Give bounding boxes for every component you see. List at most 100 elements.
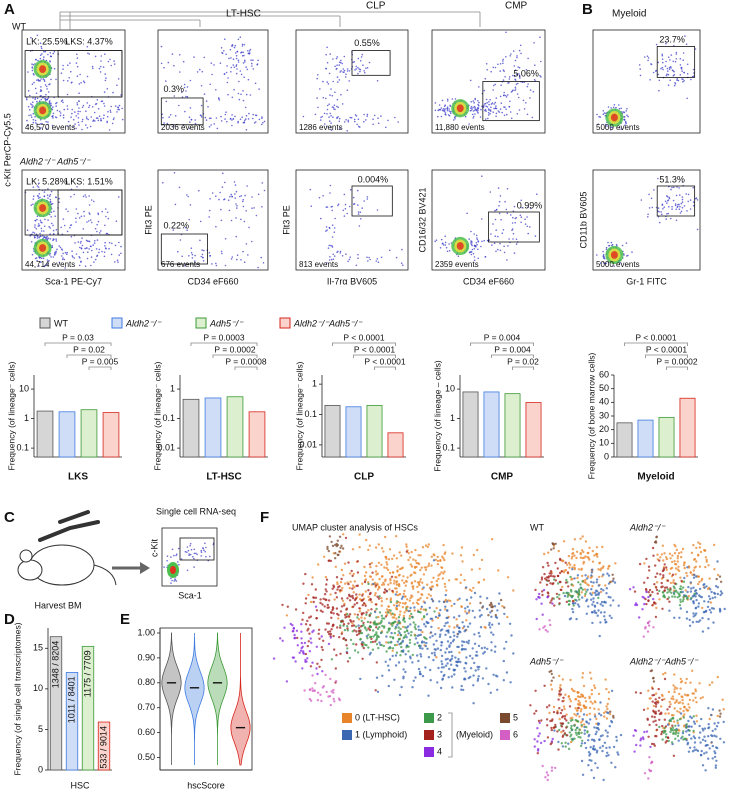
dot: [386, 563, 389, 566]
dot: [409, 634, 413, 637]
dot: [669, 727, 673, 731]
dot: [117, 108, 119, 111]
dot: [671, 69, 674, 71]
dot: [171, 53, 174, 55]
dot: [722, 720, 725, 724]
y-tick-label: 0.1: [16, 442, 29, 452]
dot: [248, 226, 250, 229]
dot: [382, 550, 385, 553]
dot: [49, 233, 51, 235]
dot: [679, 707, 682, 710]
dot: [355, 643, 358, 646]
bar: [81, 645, 95, 771]
dot: [471, 657, 474, 660]
dot: [421, 640, 424, 643]
dot: [490, 233, 492, 235]
dot: [376, 572, 379, 575]
dot: [166, 560, 168, 562]
dot: [717, 721, 720, 724]
dot: [304, 652, 308, 656]
dot: [577, 595, 580, 599]
dot: [559, 722, 562, 725]
dot: [61, 249, 64, 251]
dot: [172, 229, 175, 231]
dot: [568, 566, 571, 569]
dot: [219, 62, 222, 64]
dot: [47, 262, 49, 265]
dot: [67, 125, 69, 128]
dot: [326, 104, 329, 107]
dot: [173, 580, 175, 582]
dot: [235, 55, 238, 57]
dot: [78, 83, 81, 85]
dot: [714, 766, 717, 769]
dot: [54, 215, 56, 217]
dot: [408, 641, 412, 644]
dot: [539, 74, 541, 77]
dot: [452, 119, 455, 121]
dot: [474, 106, 476, 109]
dot: [575, 733, 578, 736]
dot: [697, 554, 700, 557]
dot: [581, 773, 585, 776]
gate-label: 0.004%: [358, 174, 389, 184]
dot: [440, 654, 444, 658]
dot: [548, 704, 551, 707]
dot: [427, 543, 430, 546]
dot: [228, 209, 231, 212]
dot: [329, 677, 332, 681]
scrna-xlabel: Sca-1: [178, 590, 202, 600]
dot: [33, 74, 35, 76]
dot: [559, 688, 563, 691]
dot: [396, 565, 399, 568]
dot: [549, 582, 552, 585]
dot: [610, 107, 612, 109]
dot: [216, 127, 219, 130]
dot: [679, 576, 682, 579]
dot: [76, 103, 79, 106]
dot: [489, 691, 492, 694]
dot: [585, 713, 589, 717]
dot: [580, 707, 583, 711]
dot: [322, 96, 325, 99]
dot: [576, 574, 580, 577]
event-count: 46,570 events: [25, 123, 75, 132]
dot: [591, 702, 594, 705]
dot: [257, 59, 259, 62]
dot: [713, 750, 716, 753]
dot: [340, 632, 343, 635]
dot: [245, 93, 248, 96]
dot: [338, 117, 341, 120]
dot: [320, 658, 323, 662]
dot: [475, 650, 478, 654]
dot: [326, 630, 330, 634]
dot: [558, 707, 561, 710]
dot: [700, 749, 703, 753]
dot: [351, 597, 355, 600]
dot: [416, 585, 419, 589]
dot: [356, 651, 360, 654]
dot: [48, 195, 51, 197]
dot: [398, 593, 401, 596]
dot: [389, 597, 393, 600]
value-label: 1348 / 8204: [50, 641, 60, 689]
dot: [251, 65, 253, 67]
dot: [445, 647, 448, 650]
dot: [558, 717, 561, 721]
dot: [667, 739, 670, 743]
dot: [311, 661, 314, 664]
dot: [338, 79, 341, 81]
dot: [578, 732, 581, 736]
dot: [424, 666, 427, 669]
dot: [360, 616, 363, 619]
dot: [602, 110, 605, 112]
dot: [446, 662, 449, 665]
dot: [704, 744, 707, 747]
p-value: P < 0.0001: [354, 344, 395, 354]
event-count: 44,714 events: [25, 260, 75, 269]
dot: [201, 70, 204, 73]
dot: [58, 197, 60, 200]
dot: [564, 741, 567, 744]
dot: [223, 73, 226, 75]
dot: [688, 729, 691, 732]
